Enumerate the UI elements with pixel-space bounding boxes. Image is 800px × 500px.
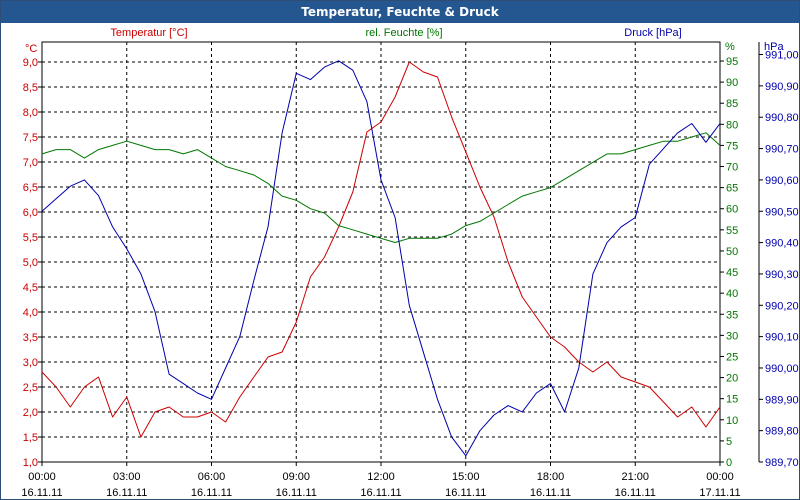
right-outer-axis-tick-label: 990,50 — [765, 206, 799, 218]
x-tick-label-time: 21:00 — [621, 471, 649, 483]
left-axis-tick-label: 6,5 — [23, 182, 38, 194]
x-tick-label-time: 00:00 — [28, 471, 56, 483]
series-line-2 — [41, 60, 721, 457]
humidity-series-label: rel. Feuchte [%] — [365, 27, 442, 39]
left-axis-tick-label: 1,5 — [23, 432, 38, 444]
right-inner-axis-tick-label: 75 — [726, 140, 738, 152]
right-inner-axis-tick-label: 65 — [726, 183, 738, 195]
right-inner-axis-tick-label: 30 — [726, 330, 738, 342]
left-axis-tick-label: 8,5 — [23, 82, 38, 94]
right-outer-axis-tick-label: 990,60 — [765, 175, 799, 187]
left-axis-tick-label: 6,0 — [23, 207, 38, 219]
right-inner-axis-tick-label: 50 — [726, 246, 738, 258]
left-axis-tick-label: 7,0 — [23, 157, 38, 169]
x-tick-label-time: 03:00 — [113, 471, 141, 483]
right-inner-axis-unit: % — [725, 41, 735, 53]
right-inner-axis-tick-label: 45 — [726, 267, 738, 279]
x-tick-label-time: 12:00 — [367, 471, 395, 483]
right-outer-axis-tick-label: 990,40 — [765, 238, 799, 250]
right-inner-axis-tick-label: 15 — [726, 394, 738, 406]
temperature-series-label: Temperatur [°C] — [110, 27, 187, 39]
right-inner-axis-tick-label: 20 — [726, 373, 738, 385]
right-inner-axis-tick-label: 5 — [726, 436, 732, 448]
right-outer-axis-tick-label: 990,00 — [765, 363, 799, 375]
left-axis-unit: °C — [25, 43, 37, 55]
right-outer-axis-tick-label: 990,30 — [765, 269, 799, 281]
left-axis-tick-label: 2,5 — [23, 382, 38, 394]
right-outer-axis-tick-label: 989,90 — [765, 394, 799, 406]
x-tick-label-date: 16.11.11 — [106, 487, 147, 499]
right-inner-axis-tick-label: 0 — [726, 457, 732, 469]
x-tick-label-date: 16.11.11 — [530, 487, 571, 499]
left-axis-tick-label: 4,0 — [23, 307, 38, 319]
right-inner-axis-tick-label: 55 — [726, 225, 738, 237]
left-axis-tick-label: 9,0 — [23, 57, 38, 69]
right-outer-axis-tick-label: 990,70 — [765, 144, 799, 156]
right-inner-axis-tick-label: 60 — [726, 204, 738, 216]
right-outer-axis-unit: hPa — [764, 41, 784, 53]
series-line-1 — [41, 132, 721, 243]
right-outer-axis-tick-label: 990,80 — [765, 112, 799, 124]
right-inner-axis-tick-label: 70 — [726, 162, 738, 174]
right-outer-axis-tick-label: 991,00 — [765, 50, 799, 62]
series-line-0 — [41, 61, 721, 438]
left-axis-tick-label: 5,5 — [23, 232, 38, 244]
left-axis-tick-label: 1,0 — [23, 457, 38, 469]
left-axis-tick-label: 3,5 — [23, 332, 38, 344]
left-axis-tick-label: 3,0 — [23, 357, 38, 369]
pressure-series-label: Druck [hPa] — [624, 27, 681, 39]
left-axis-tick-label: 7,5 — [23, 132, 38, 144]
x-tick-label-date: 16.11.11 — [276, 487, 317, 499]
right-outer-axis-tick-label: 990,10 — [765, 332, 799, 344]
x-tick-label-time: 18:00 — [537, 471, 565, 483]
left-axis-tick-label: 4,5 — [23, 282, 38, 294]
right-outer-axis-tick-label: 989,70 — [765, 457, 799, 469]
right-inner-axis-tick-label: 40 — [726, 288, 738, 300]
x-tick-label-time: 00:00 — [706, 471, 734, 483]
left-axis-tick-label: 2,0 — [23, 407, 38, 419]
left-axis-tick-label: 8,0 — [23, 107, 38, 119]
right-inner-axis-tick-label: 90 — [726, 77, 738, 89]
right-outer-axis-tick-label: 990,90 — [765, 81, 799, 93]
x-tick-label-date: 17.11.11 — [699, 487, 740, 499]
x-tick-label-time: 06:00 — [198, 471, 226, 483]
right-outer-axis-tick-label: 990,20 — [765, 300, 799, 312]
right-inner-axis-tick-label: 95 — [726, 56, 738, 68]
right-inner-axis-tick-label: 35 — [726, 309, 738, 321]
chart-title: Temperatur, Feuchte & Druck — [1, 1, 799, 23]
x-tick-label-time: 09:00 — [282, 471, 310, 483]
right-inner-axis-tick-label: 80 — [726, 119, 738, 131]
right-inner-axis-tick-label: 85 — [726, 98, 738, 110]
right-inner-axis-tick-label: 10 — [726, 415, 738, 427]
right-outer-axis-tick-label: 989,80 — [765, 426, 799, 438]
x-tick-label-date: 16.11.11 — [191, 487, 232, 499]
right-inner-axis-tick-label: 25 — [726, 351, 738, 363]
x-tick-label-date: 16.11.11 — [21, 487, 62, 499]
x-tick-label-time: 15:00 — [452, 471, 480, 483]
x-tick-label-date: 16.11.11 — [360, 487, 401, 499]
left-axis-tick-label: 5,0 — [23, 257, 38, 269]
x-tick-label-date: 16.11.11 — [615, 487, 656, 499]
x-tick-label-date: 16.11.11 — [445, 487, 486, 499]
